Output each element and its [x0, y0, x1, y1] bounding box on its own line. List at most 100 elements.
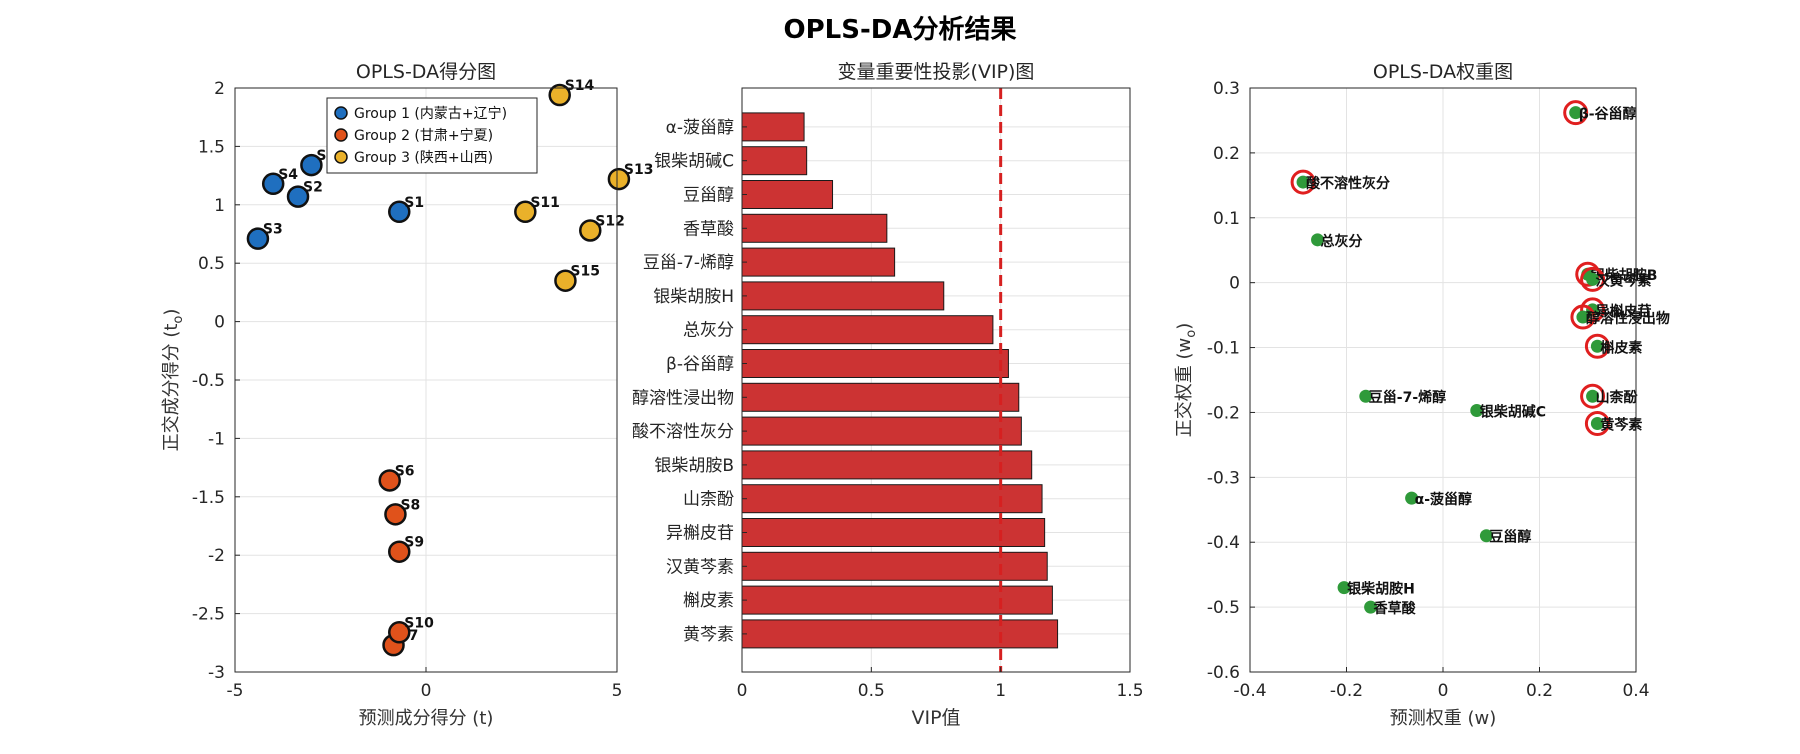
score-point [384, 503, 407, 526]
weight-highlight-ring [1584, 410, 1610, 436]
score-point-label: S10 [404, 615, 434, 631]
vip-category-label: 槲皮素 [683, 591, 734, 611]
weight-point [1586, 389, 1600, 403]
weight-highlight-ring [1580, 266, 1606, 292]
vip-category-label: 山柰酚 [683, 490, 734, 510]
vip-bar [741, 382, 1020, 412]
axes-box [741, 87, 1131, 673]
vip-category-label: 银柴胡胺H [653, 287, 734, 307]
weight-point [1311, 233, 1325, 247]
weight-point-label: 银柴胡胺B [1591, 267, 1658, 284]
vip-category-label: 香草酸 [683, 219, 734, 239]
weight-point [1590, 416, 1604, 430]
y-axis-label-subscript: o [171, 316, 186, 324]
vip-bar [741, 281, 945, 311]
plot-area [742, 88, 1130, 672]
vip-category-label: 醇溶性浸出物 [632, 388, 734, 408]
score-point-label: S12 [595, 213, 625, 229]
weight-point [1337, 581, 1351, 595]
legend-box [326, 97, 538, 174]
weight-highlight-ring [1584, 333, 1610, 359]
y-axis-label-main: 正交权重 (w [1174, 338, 1195, 437]
chart-title: 变量重要性投影(VIP)图 [838, 61, 1035, 83]
vip-bar [741, 315, 994, 345]
y-axis-label: 正交权重 (wo) [1174, 323, 1199, 437]
x-tick-label: 0 [421, 681, 432, 701]
weight-point [1470, 403, 1484, 417]
score-point [378, 469, 401, 492]
weight-point [1569, 106, 1583, 120]
weight-point [1586, 272, 1600, 286]
vip-category-label: α-菠甾醇 [666, 118, 734, 138]
legend-entry: Group 2 (甘肃+宁夏) [354, 127, 493, 144]
y-axis-label-main: 正交成分得分 (t [161, 324, 182, 452]
weight-point-label: 银柴胡碱C [1480, 403, 1546, 420]
score-point [261, 172, 285, 196]
x-tick-label: 0 [737, 681, 748, 701]
vip-bar [741, 585, 1053, 615]
legend-entry: Group 3 (陕西+山西) [354, 150, 493, 166]
vip-bar [741, 349, 1009, 378]
weight-point-label: 银柴胡胺H [1347, 581, 1415, 598]
score-point-label: S3 [263, 222, 283, 238]
y-tick-label: -0.4 [1207, 533, 1240, 553]
score-point-label: S13 [624, 162, 654, 178]
x-tick-label: 1 [995, 681, 1006, 701]
weight-point-label: 酸不溶性灰分 [1306, 175, 1390, 192]
vip-bar [741, 551, 1048, 581]
axes-box [1249, 87, 1637, 673]
score-point [286, 185, 310, 208]
y-tick-label: 1 [214, 196, 225, 216]
weight-point-label: 豆甾醇 [1489, 529, 1531, 546]
score-point [607, 167, 631, 191]
x-tick-label: -5 [227, 681, 244, 701]
y-tick-label: -1.5 [192, 488, 225, 508]
weight-highlight-ring [1570, 304, 1596, 330]
y-tick-label: 0.1 [1213, 209, 1240, 229]
y-tick-label: -1 [208, 429, 225, 449]
y-axis-label-close: ) [1174, 323, 1195, 330]
score-point-label: S15 [570, 264, 600, 280]
weight-point [1364, 600, 1378, 614]
y-tick-label: 0 [1229, 274, 1240, 294]
x-tick-label: 0.5 [858, 681, 885, 701]
weight-point [1296, 175, 1310, 189]
weight-point-label: 异槲皮苷 [1596, 303, 1652, 320]
y-tick-label: -3 [208, 663, 225, 683]
y-tick-label: 0.5 [198, 254, 225, 274]
y-axis-label-close: ) [161, 309, 182, 316]
weight-plot: -0.4 -0.2 0 0.2 0.4 -0.6 -0.5 -0.4 -0.3 -0.2 -0.1 0… [1174, 61, 1670, 729]
vip-category-label: 银柴胡胺B [654, 456, 734, 476]
score-point [388, 621, 411, 644]
vip-category-label: 豆甾醇 [683, 186, 734, 206]
score-point [246, 227, 270, 250]
y-tick-label: -0.5 [192, 371, 225, 391]
vip-bar [741, 416, 1022, 446]
weight-point-label: 汉黄芩素 [1596, 272, 1652, 289]
score-point [388, 540, 411, 563]
weight-point [1576, 310, 1590, 324]
vip-bar [741, 518, 1046, 547]
score-point-label: S14 [565, 78, 595, 94]
vip-bar [741, 146, 808, 176]
weight-point-label: 黄芩素 [1600, 416, 1642, 433]
weight-point-label: 醇溶性浸出物 [1586, 310, 1670, 327]
y-tick-label: 0 [214, 313, 225, 333]
score-point-label: S [316, 148, 326, 164]
score-point [579, 219, 602, 242]
weight-highlight-ring [1563, 100, 1589, 126]
score-point-label: S11 [530, 195, 560, 211]
score-point-label: S8 [400, 497, 420, 513]
y-tick-label: -0.6 [1207, 663, 1240, 683]
y-axis-label-subscript: o [1184, 330, 1199, 338]
x-tick-label: 0.2 [1526, 681, 1553, 701]
score-point-label: S1 [404, 195, 424, 211]
y-tick-label: 0.2 [1213, 144, 1240, 164]
score-point-label: S9 [404, 535, 424, 551]
vip-category-label: 汉黄芩素 [666, 557, 734, 577]
score-point-label: S2 [303, 180, 323, 196]
vip-category-label: 酸不溶性灰分 [632, 422, 734, 442]
